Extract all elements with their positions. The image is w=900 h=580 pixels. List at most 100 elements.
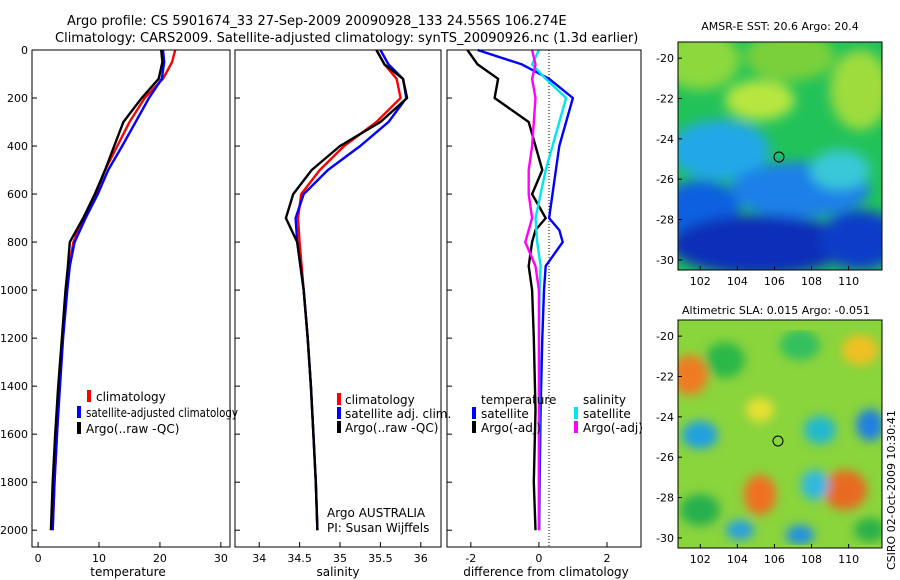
sst-blob [820, 210, 882, 270]
temperature-ytick-label: 800 [7, 236, 28, 249]
sst-ytick-label: -30 [656, 254, 674, 267]
legend-entry-satellite-adj: satellite adj. clim. [345, 407, 451, 421]
sla-ytick-label: -28 [656, 492, 674, 505]
difference-line-magenta [524, 49, 541, 531]
sst-xtick-label: 104 [727, 275, 748, 288]
sst-blob [745, 42, 835, 81]
temperature-ytick-label: 1000 [0, 284, 28, 297]
sla-xtick-label: 110 [838, 553, 859, 566]
temperature-xtick-label: 10 [92, 552, 106, 565]
legend-entry-satellite-adjusted: satellite-adjusted climatology [86, 406, 238, 420]
csiro-timestamp: CSIRO 02-Oct-2009 10:30:41 [885, 410, 898, 570]
temperature-series [49, 49, 177, 531]
sla-blob [744, 475, 776, 515]
sla-blob [854, 518, 882, 542]
temperature-line-red [51, 49, 177, 531]
sla-blob [804, 416, 836, 444]
salinity-line-black [284, 49, 409, 531]
sst-map-frame [677, 41, 883, 271]
sla-ticks: 102 104 106 108 110 -20 -22 -24 -26 -28 -30 [656, 330, 859, 566]
temperature-ytick-label: 600 [7, 188, 28, 201]
sst-heatmap [678, 42, 882, 270]
sst-blob [725, 80, 795, 120]
sla-blob [801, 470, 829, 500]
temperature-xtick-label: 30 [214, 552, 228, 565]
temperature-chart: 0 10 20 30 0 200 400 600 800 1000 1200 1400 1600 1800… [0, 44, 238, 579]
legend-entry-sal-satellite: satellite [583, 407, 631, 421]
sla-xtick-label: 102 [690, 553, 711, 566]
sla-argo-marker [772, 435, 784, 447]
salinity-xtick-label: 35 [333, 552, 347, 565]
sst-ytick-label: -22 [656, 92, 674, 105]
legend-blue-swatch [337, 407, 341, 419]
sla-blob [780, 330, 820, 360]
salinity-ticks: 34 34.5 35 35.5 36 [235, 49, 428, 565]
sst-map: AMSR-E SST: 20.6 Argo: 20.4 102 104 106 108… [656, 20, 883, 288]
salinity-xtick-label: 34.5 [287, 552, 312, 565]
sla-blob [786, 525, 814, 545]
sst-ytick-label: -26 [656, 173, 674, 186]
difference-line-black [466, 49, 547, 531]
sla-blob [726, 520, 754, 540]
salinity-xtick-label: 35.5 [368, 552, 393, 565]
temperature-ytick-label: 2000 [0, 524, 28, 537]
sla-blob [823, 470, 867, 510]
sst-argo-marker [773, 151, 785, 163]
sla-blob [680, 494, 720, 526]
temperature-ytick-label: 1400 [0, 380, 28, 393]
sla-ytick-label: -26 [656, 451, 674, 464]
legend-entry-argo: Argo(..raw -QC) [345, 421, 438, 435]
sla-map-title: Altimetric SLA: 0.015 Argo: -0.051 [682, 304, 870, 317]
temperature-xlabel: temperature [90, 565, 165, 579]
temperature-xtick-label: 0 [35, 552, 42, 565]
sst-xtick-label: 106 [764, 275, 785, 288]
sla-ytick-label: -24 [656, 411, 674, 424]
sst-ytick-label: -24 [656, 133, 674, 146]
legend-entry-temp-satellite: satellite [481, 407, 529, 421]
salinity-legend: climatology satellite adj. clim. Argo(..… [337, 393, 451, 435]
sst-blob [678, 215, 850, 270]
sla-blob [842, 335, 878, 365]
sla-blobs [678, 330, 882, 545]
sla-blob [705, 342, 745, 378]
sst-map-title: AMSR-E SST: 20.6 Argo: 20.4 [701, 20, 859, 33]
sla-blob [678, 355, 708, 395]
sla-ytick-label: -20 [656, 330, 674, 343]
sla-xtick-label: 106 [764, 553, 785, 566]
sla-ytick-label: -22 [656, 370, 674, 383]
salinity-xtick-label: 36 [414, 552, 428, 565]
temperature-line-blue [51, 49, 166, 531]
temperature-ytick-label: 0 [21, 44, 28, 57]
salinity-xtick-label: 34 [252, 552, 266, 565]
sla-xtick-label: 104 [727, 553, 748, 566]
sst-blob [678, 120, 770, 180]
sst-ytick-label: -20 [656, 52, 674, 65]
temperature-ytick-label: 1800 [0, 476, 28, 489]
sst-blob [678, 42, 740, 90]
legend-group-temperature: temperature [481, 393, 556, 407]
legend-black-swatch [77, 422, 81, 434]
legend-cyan-swatch [574, 407, 578, 419]
annotation-argo-australia: Argo AUSTRALIA [327, 506, 426, 520]
salinity-xlabel: salinity [316, 565, 359, 579]
sst-xtick-label: 110 [838, 275, 859, 288]
legend-entry-climatology: climatology [345, 393, 415, 407]
legend-black-swatch [472, 421, 476, 433]
difference-xtick-label: -2 [465, 552, 476, 565]
annotation-pi: PI: Susan Wijffels [327, 521, 429, 535]
sla-ytick-label: -30 [656, 532, 674, 545]
legend-group-salinity: salinity [583, 393, 626, 407]
legend-red-swatch [87, 390, 91, 402]
sla-xtick-label: 108 [801, 553, 822, 566]
temperature-ytick-label: 200 [7, 92, 28, 105]
legend-entry-sal-argo: Argo(-adj) [583, 421, 643, 435]
temperature-legend: climatology satellite-adjusted climatolo… [77, 390, 238, 436]
temperature-ytick-label: 400 [7, 140, 28, 153]
difference-xlabel: difference from climatology [463, 565, 629, 579]
salinity-axes-frame [234, 49, 442, 548]
salinity-line-red [296, 49, 402, 531]
sla-blob [746, 398, 774, 422]
legend-blue-swatch [77, 406, 81, 418]
figure-title-line2: Climatology: CARS2009. Satellite-adjuste… [55, 31, 638, 46]
salinity-chart: 34 34.5 35 35.5 36 salinity climatology sate… [234, 49, 451, 579]
